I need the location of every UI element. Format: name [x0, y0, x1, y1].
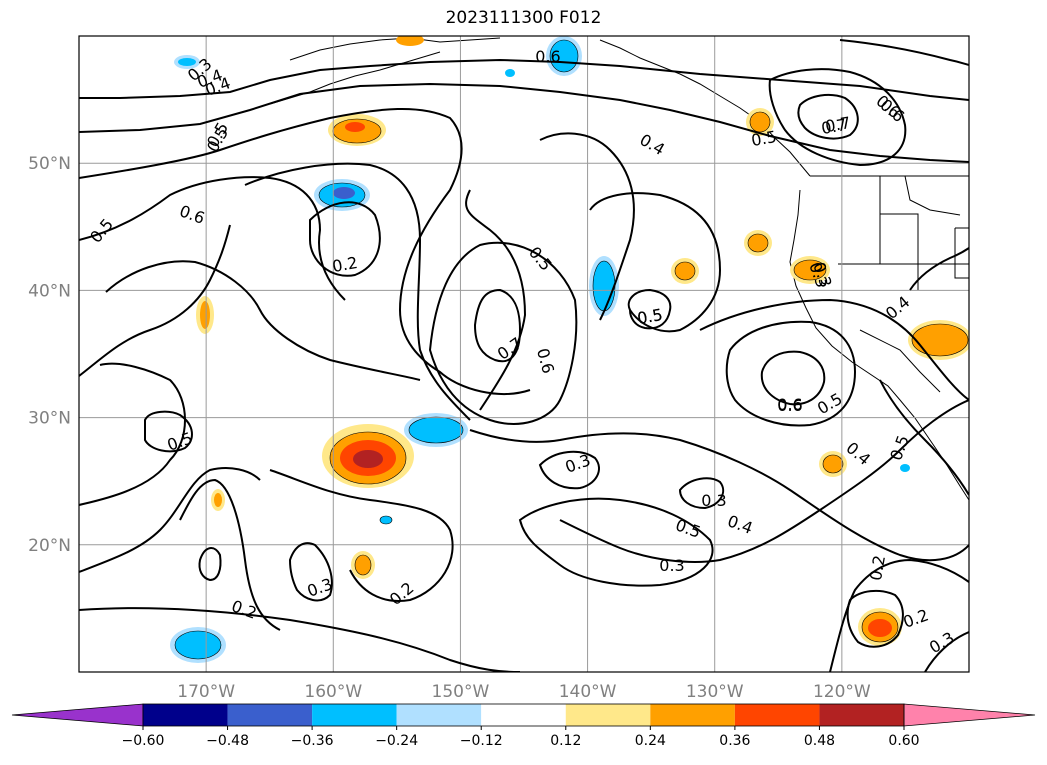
map-frame: [78, 35, 970, 673]
contour-label: 0.6: [777, 395, 802, 414]
colorbar-tick-label: −0.12: [460, 733, 503, 749]
contour-label: 0.5: [165, 428, 195, 455]
colorbar-tick-label: −0.24: [375, 733, 418, 749]
colorbar-tick-label: −0.48: [206, 733, 249, 749]
contour-label: 0.6: [533, 346, 558, 376]
contour-label: 0.3: [305, 574, 335, 601]
contour-label: 0.3: [701, 491, 726, 510]
negative-anomaly-patch: [546, 36, 582, 76]
positive-anomaly-patch: [211, 489, 225, 511]
positive-anomaly-patch: [790, 256, 830, 284]
map-title: 2023111300 F012: [445, 8, 602, 28]
contour-label: 0.6: [777, 396, 802, 415]
contour-label: 0.2: [901, 605, 931, 632]
longitude-tick-label: 170°W: [177, 682, 235, 702]
latitude-tick-label: 20°N: [28, 536, 71, 556]
contour-label: 0.2: [331, 253, 359, 276]
positive-anomaly-patch: [396, 36, 424, 46]
colorbar-tick-label: 0.36: [719, 733, 750, 749]
contour-label: 0.4: [882, 292, 914, 323]
colorbar-tick-label: 0.24: [635, 733, 666, 749]
colorbar-tick-label: −0.36: [291, 733, 334, 749]
contour-label: 0.2: [866, 554, 889, 582]
positive-anomaly-patch: [908, 320, 969, 360]
latitude-tick-label: 40°N: [28, 281, 71, 301]
shaded-anomaly-fields: [170, 36, 969, 663]
longitude-tick-label: 130°W: [686, 682, 744, 702]
positive-anomaly-patch: [746, 108, 774, 136]
contour-lines: [79, 39, 969, 672]
contour-label: 0.5: [750, 127, 778, 150]
longitude-tick-label: 140°W: [559, 682, 617, 702]
longitude-tick-label: 160°W: [304, 682, 362, 702]
longitude-tick-label: 150°W: [432, 682, 490, 702]
colorbar-segment: [481, 704, 566, 726]
negative-anomaly-patch: [314, 179, 370, 211]
colorbar-segment: [312, 704, 397, 726]
colorbar-segment: [143, 704, 228, 726]
contour-label: 0.6: [535, 47, 560, 66]
colorbar-segment: [819, 704, 904, 726]
colorbar-segment: [650, 704, 735, 726]
contour-label: 0.7: [824, 113, 852, 136]
contour-label: 0.7: [494, 334, 526, 364]
contour-label: 0.7: [820, 115, 848, 138]
negative-anomaly-patch: [170, 627, 226, 663]
contour-label: 0.4: [636, 130, 668, 159]
longitude-tick-label: 120°W: [813, 682, 871, 702]
negative-anomaly-patch: [174, 55, 200, 69]
positive-anomaly-patch: [196, 296, 214, 334]
colorbar-segment: [734, 704, 820, 726]
coastlines: [269, 37, 969, 501]
colorbar-extend-low: [11, 703, 144, 727]
colorbar-tick-label: −0.60: [122, 733, 165, 749]
contour-label: 0.2: [386, 578, 418, 609]
contour-label: 0.5: [636, 305, 664, 328]
colorbar: −0.60 −0.48 −0.36 −0.24 −0.12 0.12 0.24 0.36 0.4…: [11, 703, 1036, 749]
contour-label: 0.4: [725, 511, 755, 538]
colorbar-tick-label: 0.12: [550, 733, 581, 749]
positive-anomaly-patch: [328, 114, 386, 146]
positive-anomaly-patch: [819, 451, 847, 477]
contour-label: 0.3: [659, 556, 684, 575]
colorbar-segment: [396, 704, 482, 726]
positive-anomaly-patch: [858, 608, 902, 646]
contour-label: 0.5: [86, 215, 117, 247]
contour-label: 0.5: [886, 433, 913, 463]
latitude-tick-label: 50°N: [28, 154, 71, 174]
map-plot-area: 0.30.40.50.60.20.50.60.50.7 0.60.50.40.60…: [79, 36, 969, 672]
latitude-axis-labels: 20°N 30°N 40°N 50°N: [28, 154, 71, 556]
contour-label: 0.5: [636, 305, 664, 328]
positive-anomaly-patch: [322, 424, 414, 488]
colorbar-extend-high: [903, 703, 1036, 727]
longitude-axis-labels: 170°W 160°W 150°W 140°W 130°W 120°W: [177, 682, 871, 702]
colorbar-outline: [142, 703, 905, 727]
negative-anomaly-patch: [379, 69, 910, 525]
colorbar-tick-label: 0.60: [888, 733, 919, 749]
contour-label: 0.4: [842, 438, 874, 469]
latitude-tick-label: 30°N: [28, 409, 71, 429]
negative-anomaly-patch: [404, 413, 468, 447]
contour-label: 0.6: [177, 201, 207, 228]
contour-label: 0.5: [673, 515, 703, 542]
colorbar-segment: [227, 704, 313, 726]
positive-anomaly-patch: [351, 551, 375, 579]
contour-label: 0.5: [525, 243, 556, 275]
colorbar-tick-label: 0.48: [804, 733, 835, 749]
colorbar-segment: [565, 704, 651, 726]
positive-anomaly-patch: [671, 258, 699, 284]
positive-anomaly-patch: [744, 230, 772, 256]
contour-label: 0.3: [926, 628, 958, 657]
